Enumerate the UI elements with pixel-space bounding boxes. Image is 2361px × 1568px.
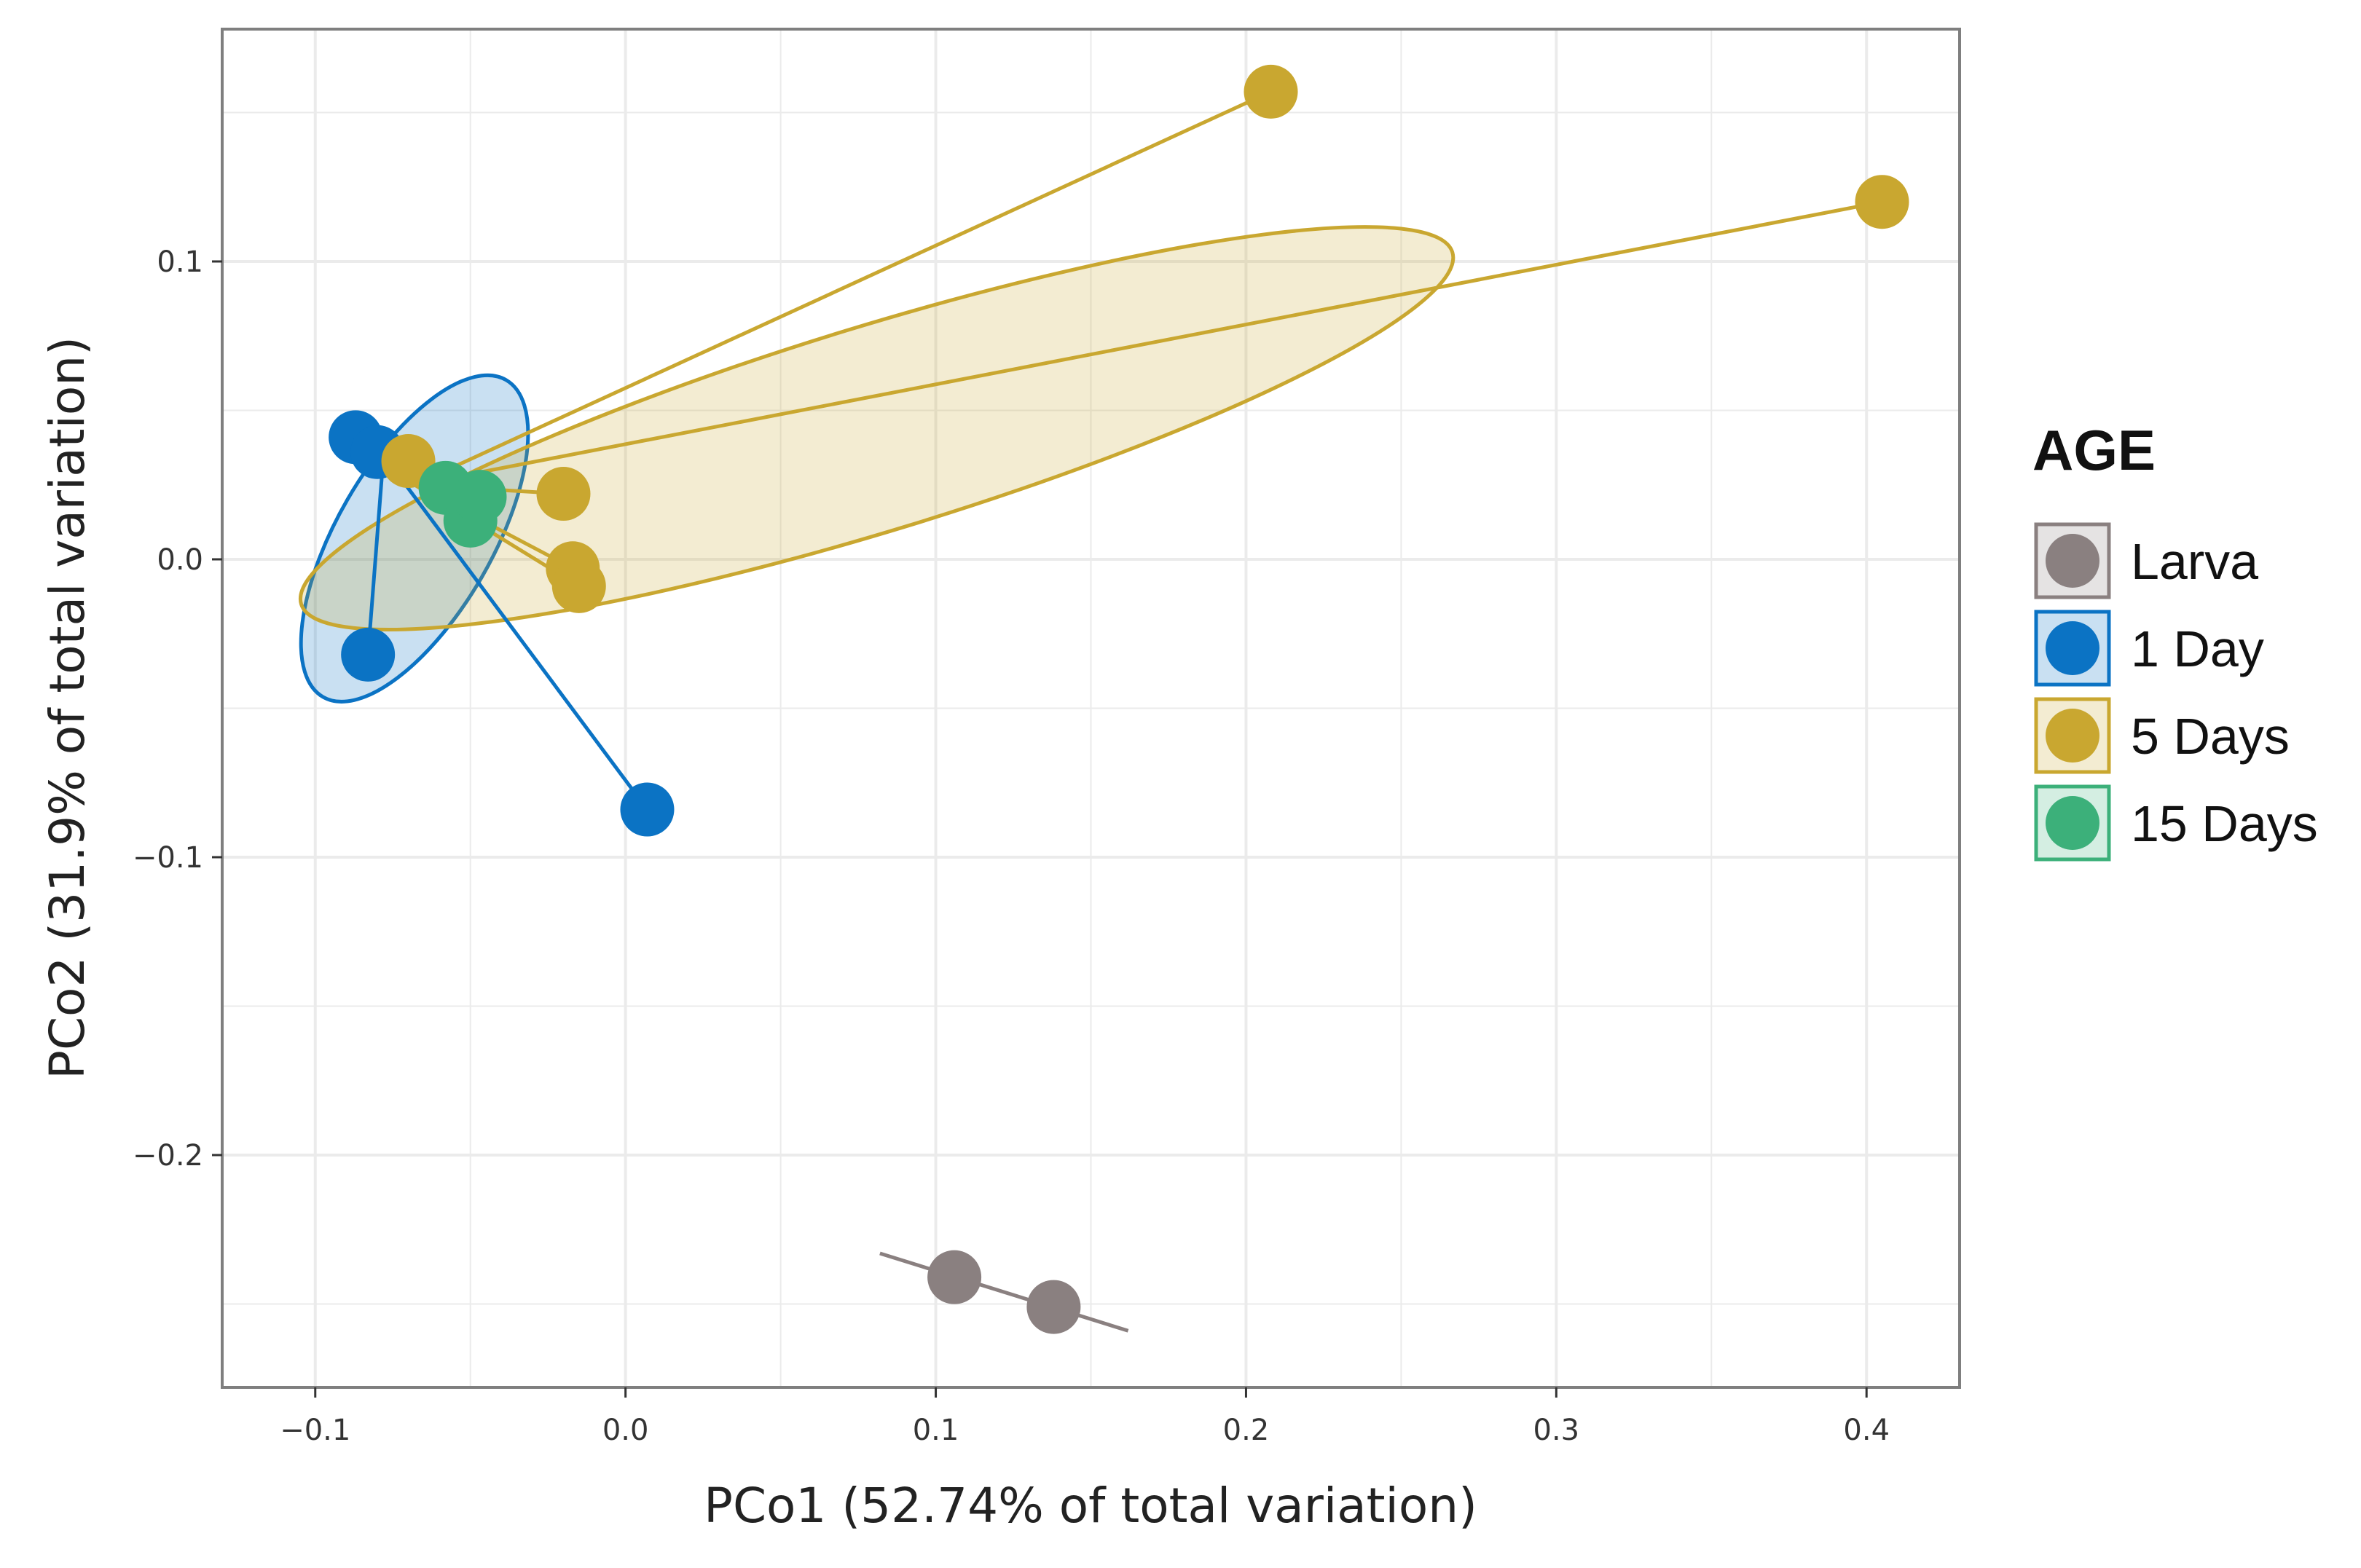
point-15-days <box>452 470 507 524</box>
y-axis-label: PCo2 (31.9% of total variation) <box>39 336 95 1079</box>
point-5-days <box>1244 64 1298 119</box>
y-tick-label: −0.2 <box>133 1139 203 1173</box>
y-tick-label: 0.0 <box>157 543 203 577</box>
point-1-day <box>620 782 675 837</box>
legend-marker-15-days <box>2046 796 2099 850</box>
legend-title: AGE <box>2032 418 2156 482</box>
y-tick-label: 0.1 <box>157 245 203 279</box>
point-5-days <box>551 559 606 613</box>
legend-label-1-day: 1 Day <box>2131 620 2264 677</box>
legend-item-larva: Larva <box>2034 522 2258 599</box>
x-axis-label: PCo1 (52.74% of total variation) <box>704 1478 1477 1534</box>
legend-item-1-day: 1 Day <box>2034 610 2264 687</box>
legend-label-15-days: 15 Days <box>2131 795 2318 852</box>
grid-lines <box>222 29 1960 1387</box>
x-tick-label: 0.2 <box>1223 1414 1270 1447</box>
ellipse-5-days <box>298 225 1456 631</box>
x-tick-label: 0.4 <box>1843 1414 1890 1447</box>
legend-marker-1-day <box>2046 621 2099 675</box>
legend: AGE Larva 1 Day 5 Days 15 Days <box>2032 418 2318 862</box>
legend-item-5-days: 5 Days <box>2034 697 2290 774</box>
x-tick-label: 0.1 <box>913 1414 959 1447</box>
x-tick-label: 0.0 <box>602 1414 649 1447</box>
x-tick-label: 0.3 <box>1533 1414 1580 1447</box>
point-larva <box>1026 1280 1081 1334</box>
spoke-larva <box>879 1251 1129 1333</box>
point-5-days <box>1855 175 1909 229</box>
legend-item-15-days: 15 Days <box>2034 784 2318 862</box>
spoke-5-days <box>414 90 1272 487</box>
x-axis-ticks: −0.1 0.0 0.1 0.2 0.3 0.4 <box>280 1387 1890 1447</box>
legend-marker-larva <box>2046 534 2099 588</box>
spoke-5-days <box>414 200 1883 487</box>
point-1-day <box>341 627 396 682</box>
point-5-days <box>536 467 591 521</box>
y-axis-ticks: −0.2 −0.1 0.0 0.1 <box>133 245 222 1173</box>
legend-marker-5-days <box>2046 709 2099 763</box>
point-larva <box>927 1250 982 1304</box>
spoke-1-day <box>382 454 649 811</box>
point-5-days <box>381 434 436 489</box>
plot-border <box>221 28 1961 1389</box>
x-tick-label: −0.1 <box>280 1414 350 1447</box>
data-points <box>329 64 1909 1334</box>
legend-items: Larva 1 Day 5 Days 15 Days <box>2034 522 2318 862</box>
legend-label-5-days: 5 Days <box>2131 708 2290 765</box>
legend-label-larva: Larva <box>2131 533 2258 590</box>
spoke-1-day <box>366 454 385 655</box>
y-tick-label: −0.1 <box>133 841 203 875</box>
